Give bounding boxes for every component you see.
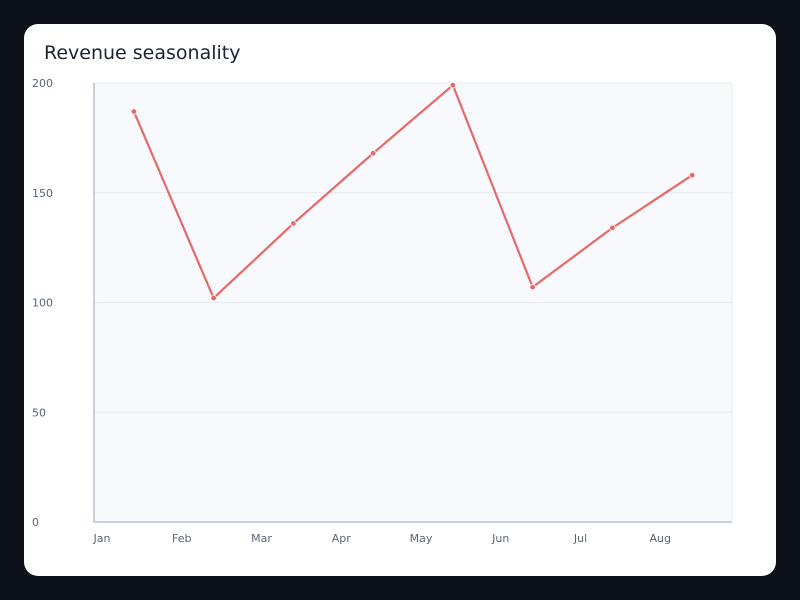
data-point[interactable] bbox=[529, 283, 536, 291]
gridlines bbox=[94, 82, 732, 413]
x-tick-label: Apr bbox=[332, 532, 352, 545]
chart-card: Revenue seasonality 0 50 100 150 200 Jan Feb M… bbox=[24, 24, 776, 576]
axes bbox=[93, 83, 732, 523]
data-point[interactable] bbox=[609, 224, 616, 232]
x-tick-labels: Jan Feb Mar Apr May Jun Jul Aug bbox=[93, 532, 671, 545]
x-tick-label: Aug bbox=[650, 532, 671, 545]
y-tick-label: 50 bbox=[32, 406, 46, 419]
y-tick-labels: 0 50 100 150 200 bbox=[32, 77, 53, 529]
x-tick-label: Mar bbox=[251, 532, 272, 545]
y-tick-label: 100 bbox=[32, 297, 53, 310]
data-point[interactable] bbox=[130, 108, 138, 115]
data-point[interactable] bbox=[688, 171, 696, 179]
x-tick-label: Jun bbox=[491, 532, 509, 545]
x-tick-label: Feb bbox=[172, 532, 191, 545]
x-tick-label: May bbox=[410, 532, 433, 545]
line-chart: 0 50 100 150 200 Jan Feb Mar Apr May Jun Jul Aug bbox=[32, 77, 733, 545]
series-group bbox=[130, 81, 696, 302]
data-point[interactable] bbox=[210, 294, 217, 302]
y-tick-label: 150 bbox=[32, 187, 53, 200]
data-point[interactable] bbox=[290, 220, 297, 227]
x-tick-label: Jul bbox=[573, 532, 587, 545]
y-tick-label: 200 bbox=[32, 77, 53, 90]
chart-title: Revenue seasonality bbox=[44, 42, 241, 64]
y-tick-label: 0 bbox=[32, 516, 39, 529]
x-tick-label: Jan bbox=[93, 532, 111, 545]
data-point[interactable] bbox=[449, 81, 457, 89]
series-line bbox=[132, 84, 694, 300]
data-point[interactable] bbox=[369, 150, 377, 157]
